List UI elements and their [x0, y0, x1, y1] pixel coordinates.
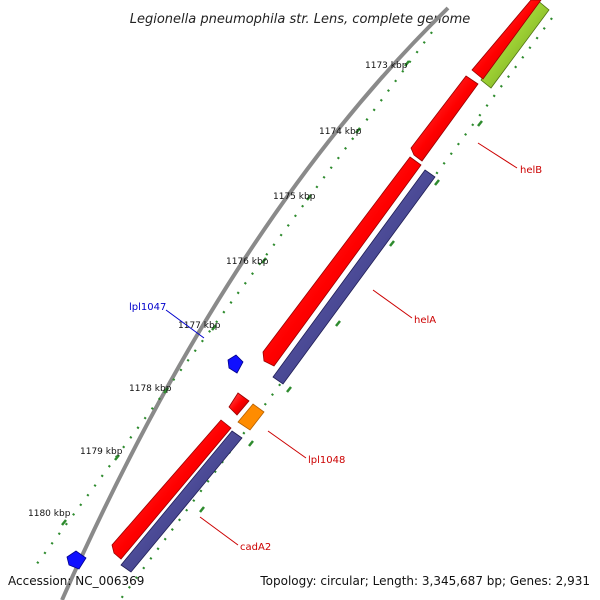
blue-gene-lpl1047 — [227, 354, 244, 374]
gene-labels: helB helA lpl1047 lpl1048 cadA2 — [129, 165, 542, 553]
tick-labels: 1173 kbp 1174 kbp 1175 kbp 1176 kbp 1177… — [28, 61, 408, 519]
orange-gene-lpl1048 — [237, 403, 265, 431]
forward-gene-helA — [262, 156, 422, 367]
gene-label-cadA2: cadA2 — [240, 542, 271, 553]
forward-gene-helB — [410, 75, 479, 162]
inner-tick-marks — [199, 120, 483, 513]
tick-label: 1177 kbp — [178, 321, 221, 331]
gene-label-helB: helB — [520, 165, 542, 176]
gene-label-lpl1048: lpl1048 — [308, 455, 345, 466]
reverse-cds-cadA2 — [120, 430, 243, 573]
tick-label: 1175 kbp — [273, 192, 316, 202]
forward-gene-small — [228, 392, 250, 416]
label-leader-lines — [165, 142, 518, 546]
accession-text: Accession: NC_006369 — [8, 574, 145, 588]
tick-label: 1178 kbp — [129, 384, 172, 394]
tick-label: 1176 kbp — [226, 257, 269, 267]
tick-label: 1179 kbp — [80, 447, 123, 457]
tick-label: 1180 kbp — [28, 509, 71, 519]
reverse-cds-helA — [272, 169, 436, 385]
inner-tick-dots — [119, 17, 553, 600]
forward-gene-cadA2 — [111, 419, 232, 560]
tick-label: 1174 kbp — [319, 127, 362, 137]
blue-gene-bottom — [66, 550, 87, 570]
outer-tick-dots — [35, 31, 433, 566]
map-title: Legionella pneumophila str. Lens, comple… — [130, 12, 471, 27]
genome-backbone — [60, 6, 450, 600]
forward-gene-top — [471, 0, 542, 80]
genome-summary-text: Topology: circular; Length: 3,345,687 bp… — [260, 574, 590, 588]
outer-tick-marks — [61, 60, 410, 526]
tick-label: 1173 kbp — [365, 61, 408, 71]
green-feature — [480, 0, 550, 89]
gene-label-helA: helA — [414, 315, 436, 326]
gene-label-lpl1047: lpl1047 — [129, 302, 166, 313]
